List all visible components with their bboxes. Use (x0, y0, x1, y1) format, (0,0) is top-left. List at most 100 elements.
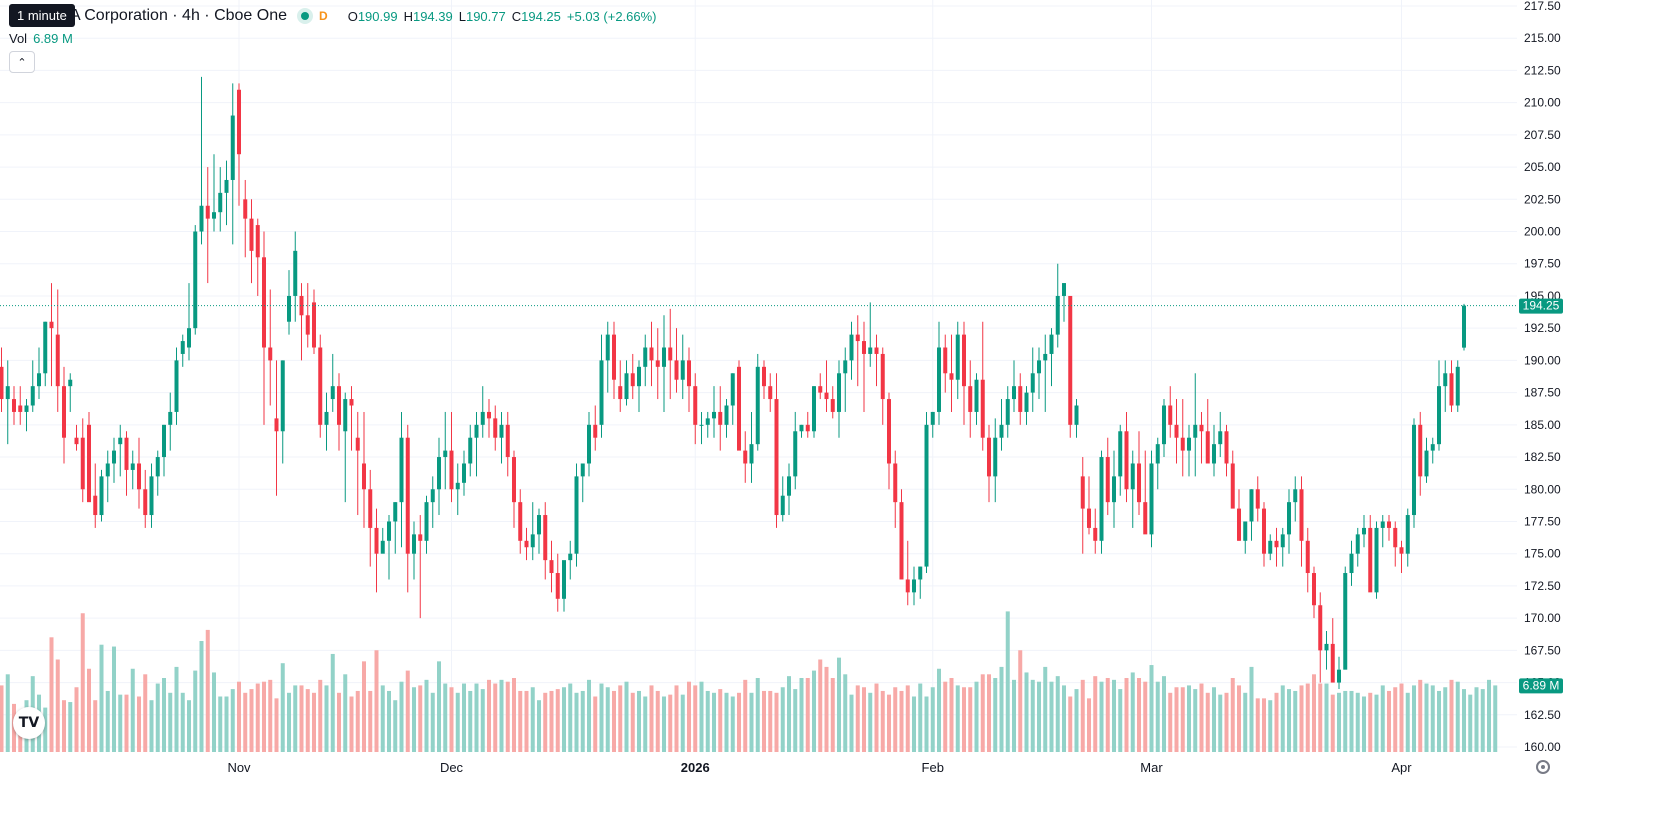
candle-body (162, 424, 166, 458)
volume-bar (249, 689, 254, 752)
close-label: C (511, 8, 522, 24)
candle-body (655, 360, 660, 367)
data-feed-letter: D (319, 9, 328, 23)
candle-body (1130, 463, 1135, 490)
volume-bar (668, 694, 673, 752)
volume-bar (1149, 665, 1154, 752)
candle-body (374, 527, 379, 554)
candle-body (930, 411, 935, 425)
candle-body (1293, 489, 1298, 503)
candle-body (937, 347, 941, 412)
market-open-icon (301, 12, 310, 20)
volume-bar (630, 692, 635, 752)
volume-bar (262, 681, 266, 752)
candle-body (724, 405, 729, 425)
candle-body (562, 560, 566, 599)
market-status[interactable]: D (297, 7, 332, 25)
volume-bar (1362, 696, 1366, 752)
volume-bar (993, 678, 998, 752)
volume-bar (293, 685, 298, 752)
volume-bar (180, 692, 185, 752)
high-value: 194.39 (412, 8, 453, 24)
price-tick-label: 215.00 (1524, 31, 1561, 45)
candle-body (380, 540, 385, 554)
candle-body (1018, 386, 1023, 412)
last-volume-badge (1519, 678, 1563, 694)
volume-bar (1443, 687, 1448, 752)
candle-body (1043, 353, 1048, 361)
volume-bar (1474, 687, 1479, 752)
candle-body (0, 366, 4, 400)
volume-bar (474, 683, 479, 752)
chevron-up-icon: ⌃ (17, 56, 27, 69)
candle-body (905, 579, 910, 593)
candle-body (149, 476, 154, 516)
volume-bar (237, 681, 241, 752)
price-axis[interactable]: 217.50 215.00 212.50 210.00 207.50 205.00 202.… (1519, 0, 1563, 754)
symbol-title[interactable]: A Corporation · 4h · Cboe One (70, 7, 288, 24)
candle-body (287, 295, 291, 322)
volume-bar (374, 650, 379, 752)
candle-body (743, 450, 748, 464)
candle-body (968, 386, 973, 412)
volume-bar (1418, 679, 1423, 752)
volume-bar (49, 637, 54, 752)
volume-bar (468, 690, 473, 752)
volume-bar (874, 683, 879, 752)
candle-body (893, 463, 898, 503)
collapse-legend-button[interactable]: ⌃ (9, 51, 35, 73)
volume-bar (680, 694, 685, 752)
candle-body (1349, 553, 1354, 574)
volume-legend: Vol 6.89 M (9, 31, 73, 46)
candle-body (1380, 521, 1385, 528)
time-tick-label: Mar (1140, 760, 1163, 775)
price-tick-label: 207.50 (1524, 128, 1561, 142)
candle-body (1443, 373, 1448, 387)
volume-bar (1312, 674, 1316, 752)
volume-bar (643, 696, 648, 752)
candle-body (105, 463, 110, 477)
volume-bar (1368, 692, 1373, 752)
candle-body (1362, 527, 1366, 535)
volume-bar (1274, 692, 1279, 752)
candle-body (668, 347, 673, 361)
candle-body (1437, 386, 1441, 445)
volume-bar (424, 679, 429, 752)
candle-body (1237, 508, 1241, 541)
price-tick-label: 182.50 (1524, 450, 1561, 464)
candle-body (1037, 360, 1041, 374)
volume-bar (605, 687, 610, 752)
candle-body (205, 205, 210, 219)
volume-bar (112, 646, 116, 752)
volume-bar (1462, 689, 1466, 752)
candle-body (1180, 437, 1185, 451)
candle-body (49, 321, 54, 329)
candle-body (712, 411, 716, 419)
volume-bar (618, 685, 623, 752)
candle-body (218, 192, 223, 213)
candle-body (1093, 527, 1098, 541)
volume-bar (1018, 650, 1023, 752)
candle-body (405, 437, 410, 554)
volume-bar (1262, 698, 1266, 752)
volume-bar (524, 690, 529, 752)
volume-bar (1012, 679, 1016, 752)
volume-bar (168, 692, 173, 752)
settings-icon[interactable] (1536, 760, 1550, 774)
candle-body (412, 534, 416, 554)
volume-bar (430, 692, 435, 752)
volume-bar (1355, 692, 1360, 752)
volume-bar (1449, 679, 1454, 752)
candle-body (1112, 476, 1116, 503)
candle-body (168, 411, 173, 425)
price-tick-label: 190.00 (1524, 353, 1561, 367)
candle-body (924, 424, 929, 567)
volume-bar (349, 696, 354, 752)
volume-bar (243, 692, 248, 752)
candle-body (649, 347, 654, 361)
time-axis[interactable]: Nov Dec 2026 Feb Mar Apr (227, 760, 1412, 775)
tradingview-logo-icon[interactable]: TV (13, 707, 45, 739)
candle-body (305, 315, 310, 335)
candle-body (137, 463, 141, 490)
